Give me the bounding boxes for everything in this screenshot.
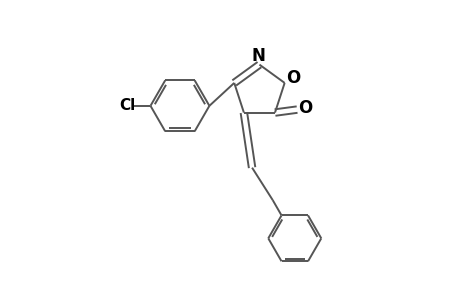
Text: Cl: Cl — [118, 98, 135, 113]
Text: O: O — [297, 99, 312, 117]
Text: N: N — [251, 47, 264, 65]
Text: O: O — [286, 69, 300, 87]
